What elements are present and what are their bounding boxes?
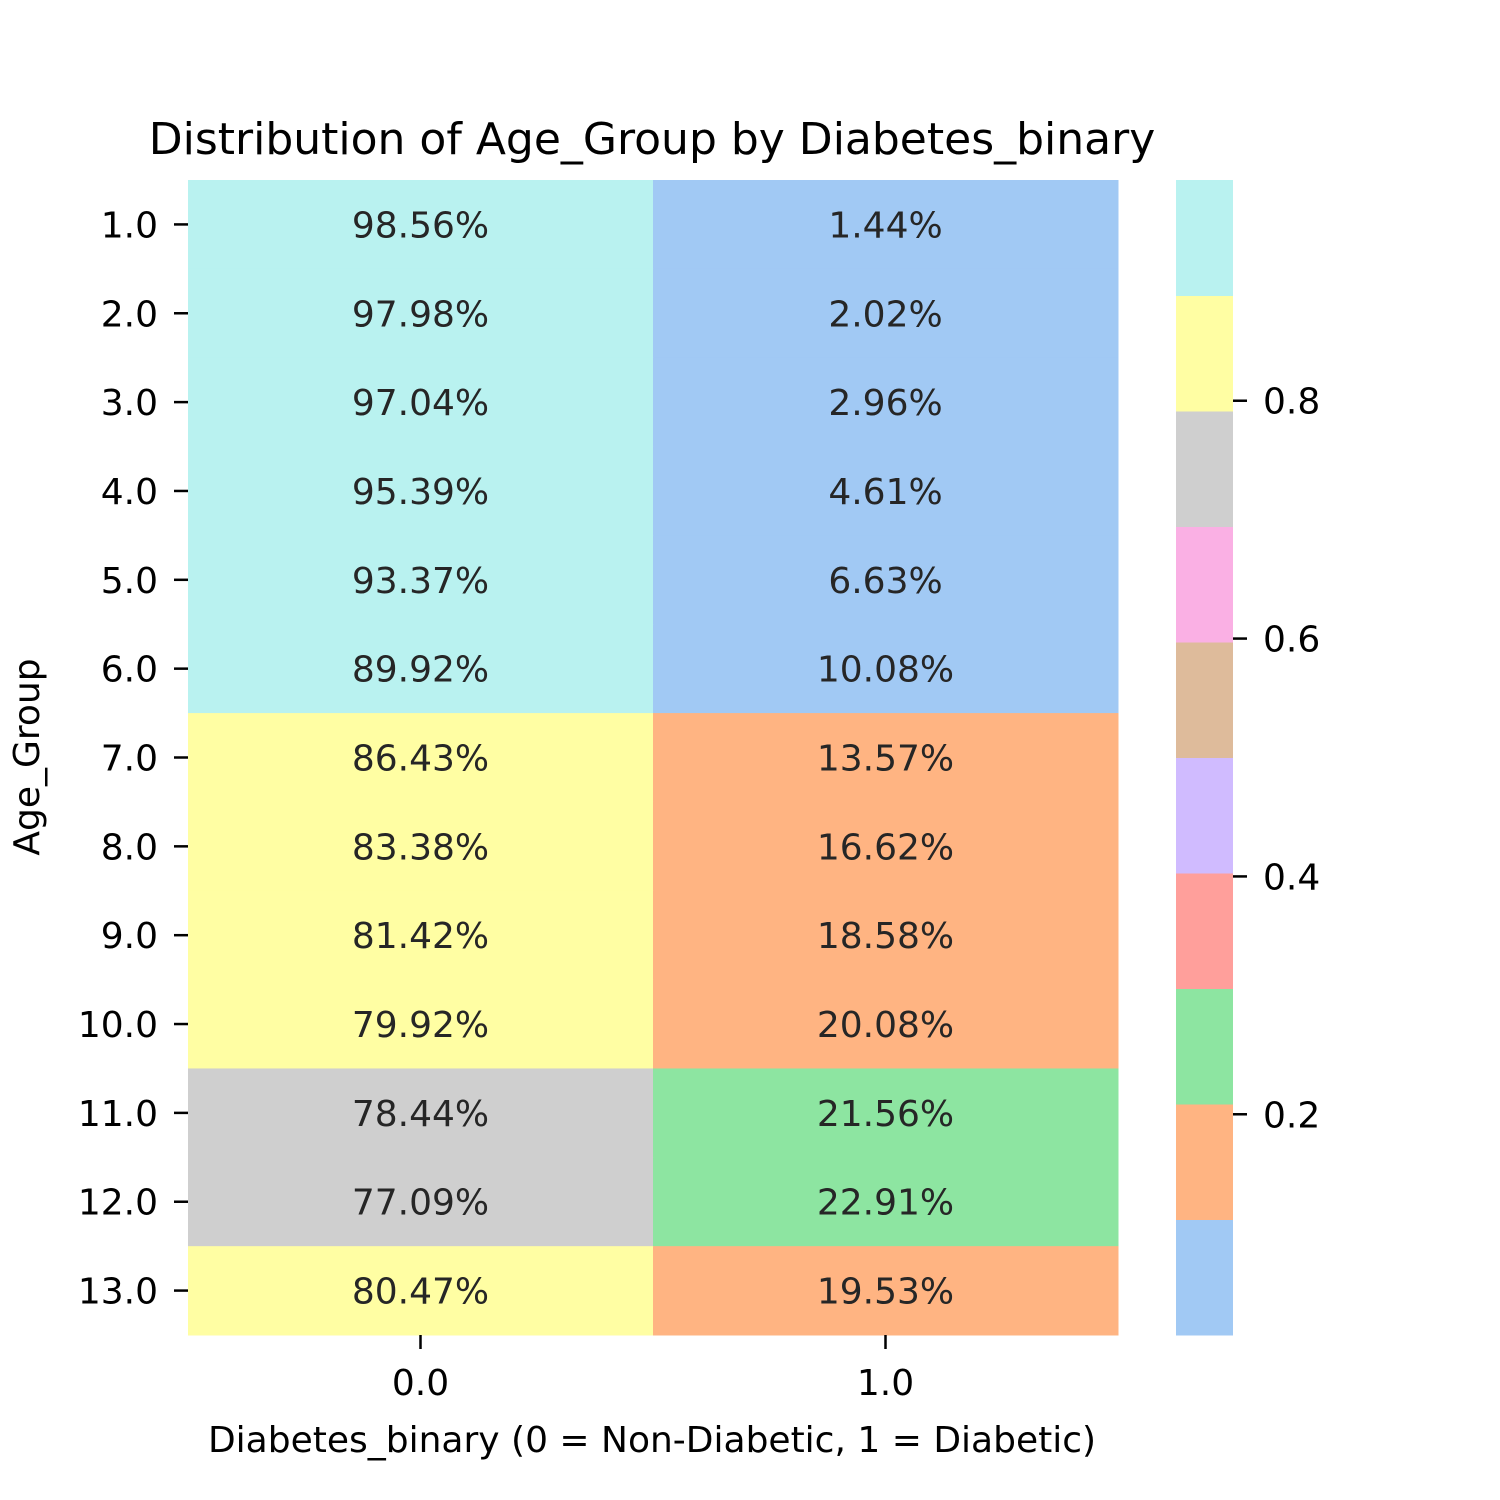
heatmap-cell	[188, 1157, 654, 1247]
heatmap-cell	[653, 1157, 1119, 1247]
colorbar-segment	[1176, 295, 1233, 412]
colorbar-tick-label: 0.6	[1263, 620, 1320, 661]
colorbar-segment	[1176, 526, 1233, 643]
heatmap-cell	[653, 357, 1119, 448]
heatmap-cell	[188, 890, 654, 981]
colorbar-segment	[1176, 180, 1233, 296]
cell-label: 81.42%	[352, 916, 489, 957]
heatmap-cell	[653, 801, 1119, 892]
cell-label: 95.39%	[352, 472, 489, 513]
cell-label: 86.43%	[352, 739, 489, 780]
heatmap-cell	[653, 713, 1119, 803]
y-tick-label: 3.0	[101, 383, 158, 424]
colorbar-segment	[1176, 757, 1233, 874]
colorbar-segment	[1176, 411, 1233, 527]
y-axis-label: Age_Group	[7, 658, 48, 855]
heatmap-cell	[653, 268, 1119, 359]
heatmap-cell	[188, 357, 654, 448]
heatmap-cell	[653, 624, 1119, 714]
heatmap-cell	[653, 979, 1119, 1069]
heatmap-cell	[188, 979, 654, 1069]
y-tick-label: 12.0	[78, 1183, 158, 1224]
cell-label: 79.92%	[352, 1005, 489, 1046]
y-tick-label: 10.0	[78, 1005, 158, 1046]
cell-label: 21.56%	[817, 1094, 954, 1135]
cell-label: 97.04%	[352, 383, 489, 424]
cell-label: 80.47%	[352, 1272, 489, 1313]
heatmap-cell	[653, 535, 1119, 625]
y-tick-label: 5.0	[101, 561, 158, 602]
y-tick-label: 7.0	[101, 739, 158, 780]
heatmap-cell	[653, 446, 1119, 536]
x-axis-ticks: 0.0 1.0	[392, 1335, 914, 1404]
heatmap-cell	[188, 624, 654, 714]
colorbar-segment	[1176, 873, 1233, 989]
cell-label: 89.92%	[352, 650, 489, 691]
heatmap-cell	[653, 1246, 1119, 1336]
y-tick-label: 8.0	[101, 827, 158, 868]
y-tick-label: 2.0	[101, 294, 158, 335]
heatmap-cell	[653, 890, 1119, 981]
cell-label: 77.09%	[352, 1183, 489, 1224]
heatmap-cell	[188, 801, 654, 892]
cell-label: 1.44%	[828, 205, 942, 246]
colorbar-tick-label: 0.8	[1263, 382, 1320, 423]
colorbar-segment	[1176, 988, 1233, 1105]
cell-label: 78.44%	[352, 1094, 489, 1135]
cell-label: 18.58%	[817, 916, 954, 957]
heatmap-cell	[188, 180, 654, 270]
y-tick-label: 1.0	[101, 205, 158, 246]
cell-label: 20.08%	[817, 1005, 954, 1046]
heatmap-cell	[653, 1068, 1119, 1158]
y-axis-ticks: 1.0 2.0 3.0 4.0 5.0 6.0 7.0 8.0 9.0 10.0 11.0 12.0 1…	[78, 205, 188, 1313]
heatmap-cell	[188, 268, 654, 359]
cell-label: 4.61%	[828, 472, 942, 513]
cell-label: 6.63%	[828, 561, 942, 602]
heatmap-cells: 98.56% 1.44% 97.98% 2.02% 97.04% 2.96% 95.39% 4…	[188, 180, 1119, 1336]
heatmap-cell	[188, 1068, 654, 1158]
colorbar-tick-label: 0.2	[1263, 1095, 1320, 1136]
cell-label: 93.37%	[352, 561, 489, 602]
heatmap-cell	[188, 713, 654, 803]
chart-title: Distribution of Age_Group by Diabetes_bi…	[149, 114, 1156, 165]
cell-label: 97.98%	[352, 294, 489, 335]
cell-label: 2.96%	[828, 383, 942, 424]
y-tick-label: 6.0	[101, 650, 158, 691]
colorbar-segment	[1176, 1104, 1233, 1220]
cell-label: 19.53%	[817, 1272, 954, 1313]
x-tick-label: 1.0	[857, 1363, 914, 1404]
heatmap-cell	[188, 1246, 654, 1336]
y-tick-label: 11.0	[78, 1094, 158, 1135]
cell-label: 22.91%	[817, 1183, 954, 1224]
heatmap-cell	[653, 180, 1119, 270]
y-tick-label: 4.0	[101, 472, 158, 513]
cell-label: 13.57%	[817, 739, 954, 780]
cell-label: 10.08%	[817, 650, 954, 691]
colorbar-segment	[1176, 1219, 1233, 1336]
x-tick-label: 0.0	[392, 1363, 449, 1404]
cell-label: 98.56%	[352, 205, 489, 246]
cell-label: 83.38%	[352, 827, 489, 868]
y-tick-label: 13.0	[78, 1272, 158, 1313]
heatmap-cell	[188, 535, 654, 625]
y-tick-label: 9.0	[101, 916, 158, 957]
colorbar-tick-label: 0.4	[1263, 857, 1320, 898]
colorbar: 0.2 0.4 0.6 0.8	[1176, 180, 1320, 1336]
cell-label: 2.02%	[828, 294, 942, 335]
cell-label: 16.62%	[817, 827, 954, 868]
colorbar-segment	[1176, 642, 1233, 758]
heatmap-cell	[188, 446, 654, 536]
x-axis-label: Diabetes_binary (0 = Non-Diabetic, 1 = D…	[208, 1420, 1096, 1461]
